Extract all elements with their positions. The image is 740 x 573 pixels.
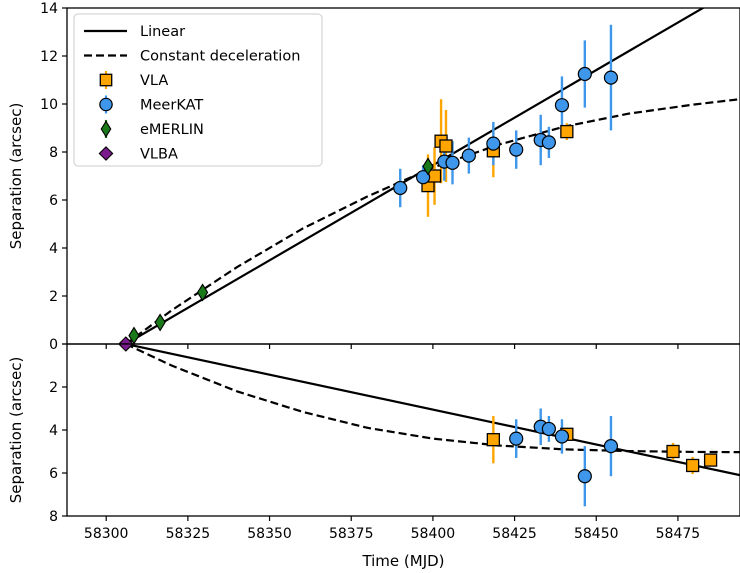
emerlin-point-1-1 xyxy=(154,313,166,332)
meerkat-point-2-5 xyxy=(603,439,619,454)
y-tick-label-1-0: 0 xyxy=(49,337,58,353)
meerkat-point-1-6 xyxy=(509,142,524,157)
vla-point-2-4 xyxy=(703,453,718,467)
legend-label-5: VLBA xyxy=(140,147,178,163)
y-tick-label-2-0: 8 xyxy=(49,509,58,525)
deceleration-model-line-panel-2 xyxy=(125,344,740,454)
legend-label-2: VLA xyxy=(140,73,168,89)
meerkat-point-2-4 xyxy=(577,469,592,484)
x-tick-label-0: 58300 xyxy=(84,526,129,542)
meerkat-point-1-9 xyxy=(554,98,570,113)
x-tick-label-5: 58425 xyxy=(492,526,537,542)
plot-area-2 xyxy=(118,344,740,507)
vla-point-1-3 xyxy=(439,139,453,153)
top-panel: 0 2 4 6 8 10 12 14 Separation (arcsec) xyxy=(7,1,740,353)
legend-label-3: MeerKAT xyxy=(140,98,203,114)
meerkat-point-1-0 xyxy=(393,180,408,196)
x-axis-label: Time (MJD) xyxy=(361,552,444,570)
meerkat-point-1-1 xyxy=(416,170,431,185)
vla-point-1-5 xyxy=(560,124,574,139)
y-tick-label-1-7: 14 xyxy=(40,1,58,17)
axes-frame-2 xyxy=(66,343,740,517)
y-tick-label-1-2: 4 xyxy=(49,241,58,257)
y-tick-label-1-6: 12 xyxy=(40,49,58,65)
x-tick-label-2: 58350 xyxy=(247,526,292,542)
meerkat-point-2-2 xyxy=(541,421,556,437)
x-tick-label-6: 58450 xyxy=(574,526,619,542)
x-tick-label-1: 58325 xyxy=(166,526,211,542)
meerkat-point-2-0 xyxy=(509,431,524,446)
meerkat-point-1-4 xyxy=(461,148,476,163)
legend-marker-vlba xyxy=(98,146,114,161)
vla-point-2-0 xyxy=(486,433,500,447)
y-axis-label-2: Separation (arcsec) xyxy=(7,357,25,504)
vla-point-1-1 xyxy=(427,169,442,183)
plot-area-1 xyxy=(118,8,740,344)
linear-model-line-panel-2 xyxy=(125,344,740,477)
legend-marker-emerlin xyxy=(100,120,112,138)
legend-label-1: Constant deceleration xyxy=(140,49,300,65)
meerkat-point-1-5 xyxy=(486,136,501,151)
x-tick-label-7: 58475 xyxy=(656,526,701,542)
meerkat-point-2-3 xyxy=(554,429,570,444)
linear-model-line-panel-1 xyxy=(125,8,706,344)
y-tick-label-1-3: 6 xyxy=(49,193,58,209)
legend: Linear Constant deceleration VLA MeerKAT eME… xyxy=(73,13,323,167)
vla-point-2-2 xyxy=(666,444,680,459)
y-tick-label-1-1: 2 xyxy=(49,289,58,305)
x-tick-label-3: 58375 xyxy=(329,526,374,542)
meerkat-point-1-11 xyxy=(603,70,619,85)
legend-marker-vla xyxy=(99,73,113,87)
vla-point-2-3 xyxy=(685,458,700,473)
emerlin-point-1-3 xyxy=(422,157,434,176)
y-axis-label-1: Separation (arcsec) xyxy=(7,103,25,250)
legend-box xyxy=(73,13,323,167)
meerkat-point-1-10 xyxy=(577,66,592,82)
y-tick-label-2-2: 4 xyxy=(49,423,58,439)
x-tick-label-4: 58400 xyxy=(411,526,456,542)
y-tick-label-1-5: 10 xyxy=(40,97,58,113)
vlba-point-1-0 xyxy=(118,336,134,344)
y-tick-label-2-1: 6 xyxy=(49,466,58,482)
meerkat-point-1-8 xyxy=(541,135,556,150)
bottom-panel: 8 6 4 2 58300 58325 58350 58375 58400 58425 58450 5… xyxy=(7,343,740,542)
y-tick-label-1-4: 8 xyxy=(49,145,58,161)
vlba-point-2-0 xyxy=(118,344,134,352)
y-tick-label-2-3: 2 xyxy=(49,380,58,396)
meerkat-point-1-3 xyxy=(445,155,460,170)
legend-label-0: Linear xyxy=(140,24,185,40)
legend-label-4: eMERLIN xyxy=(140,122,204,138)
legend-marker-meerkat xyxy=(99,97,113,112)
emerlin-point-1-2 xyxy=(196,283,209,302)
